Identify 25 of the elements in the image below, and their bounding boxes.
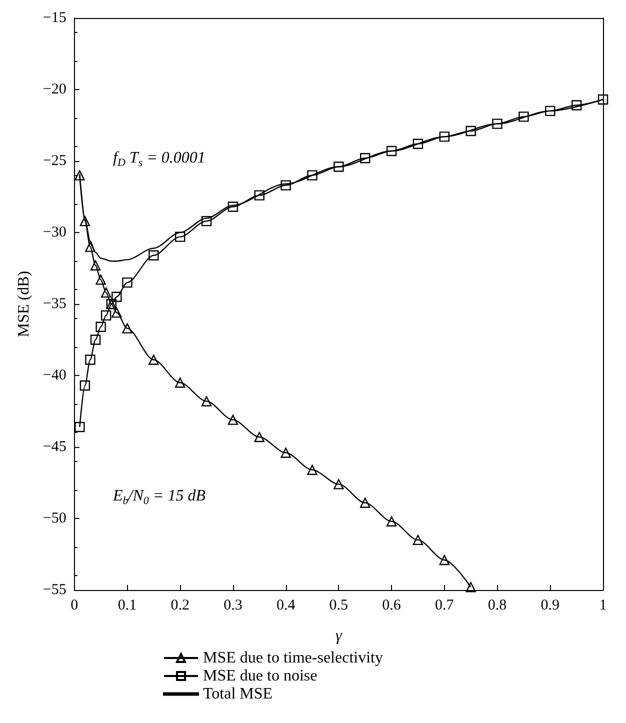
y-tick-label: −30 — [42, 224, 66, 240]
legend-label: MSE due to noise — [203, 668, 318, 684]
x-tick-label: 0.9 — [540, 598, 560, 614]
y-tick-label: −20 — [42, 82, 66, 98]
x-tick-label: 0.7 — [435, 598, 454, 614]
x-tick-label: 0.8 — [488, 598, 507, 614]
y-tick-label: −50 — [42, 510, 66, 526]
x-axis-title: γ — [336, 628, 343, 644]
x-tick-label: 0.6 — [382, 598, 402, 614]
y-tick-label: −45 — [42, 439, 66, 455]
y-tick-label: −35 — [42, 296, 66, 312]
x-tick-label: 0.3 — [224, 598, 242, 614]
y-tick-label: −55 — [42, 582, 66, 598]
x-tick-label: 0.4 — [276, 598, 296, 614]
y-tick-label: −25 — [42, 153, 66, 169]
legend-label: Total MSE — [203, 686, 273, 702]
x-tick-label: 1 — [599, 598, 607, 614]
y-axis-title: MSE (dB) — [16, 270, 32, 338]
y-tick-label: −15 — [42, 10, 66, 26]
x-tick-label: 0 — [70, 598, 78, 614]
legend-label: MSE due to time-selectivity — [203, 650, 383, 666]
x-tick-label: 0.1 — [118, 598, 137, 614]
x-tick-label: 0.5 — [329, 598, 348, 614]
x-tick-label: 0.2 — [170, 598, 190, 614]
y-tick-label: −40 — [42, 368, 66, 384]
